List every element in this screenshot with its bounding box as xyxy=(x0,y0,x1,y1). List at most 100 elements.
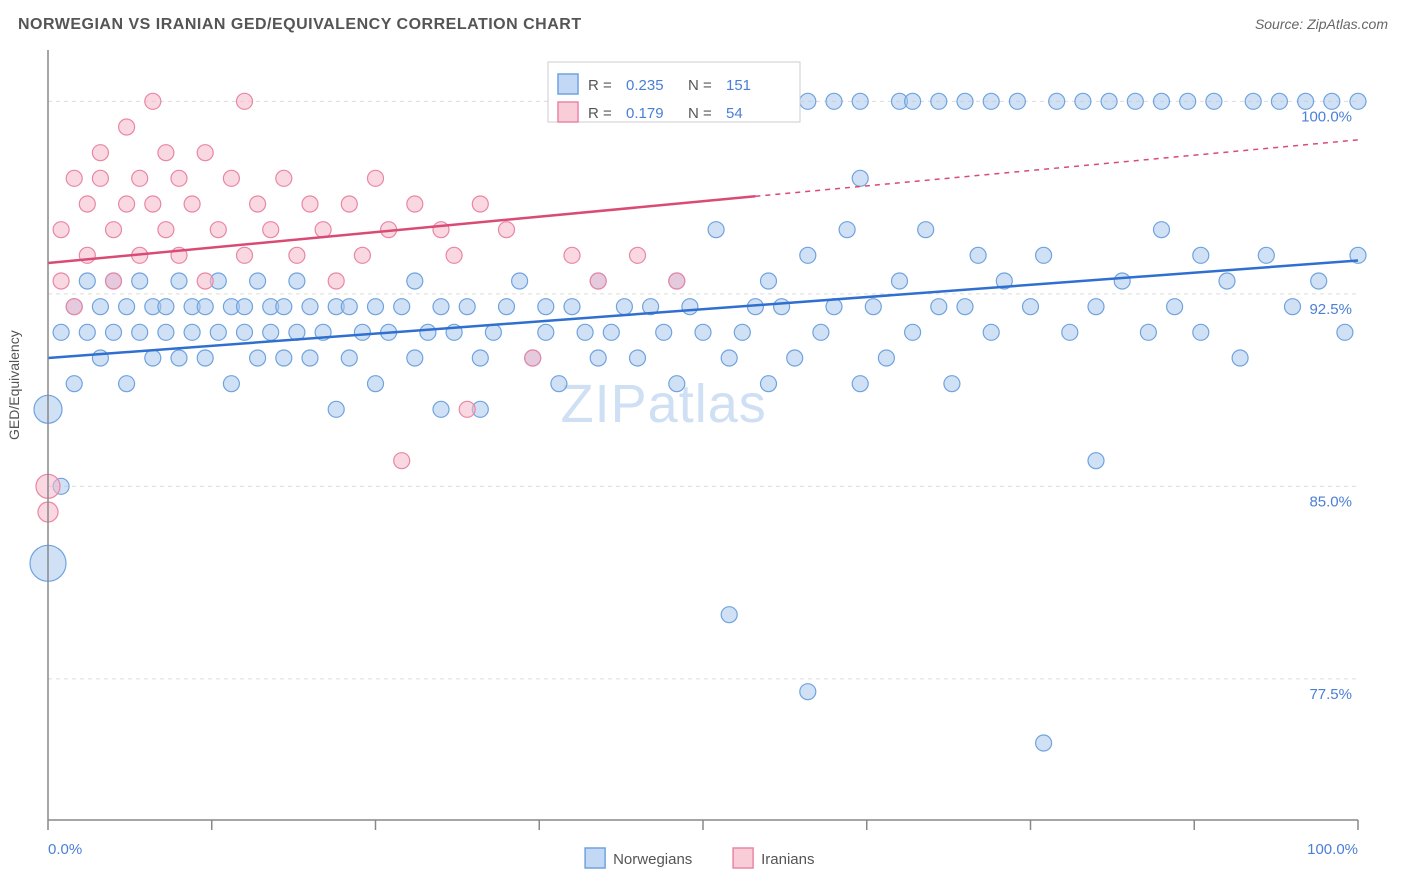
data-point xyxy=(892,273,908,289)
data-point xyxy=(1180,93,1196,109)
data-point xyxy=(1140,324,1156,340)
data-point xyxy=(250,273,266,289)
data-point xyxy=(171,350,187,366)
data-point xyxy=(1023,299,1039,315)
data-point xyxy=(800,93,816,109)
data-point xyxy=(931,299,947,315)
data-point xyxy=(145,350,161,366)
data-point xyxy=(66,376,82,392)
bottom-legend-label: Norwegians xyxy=(613,851,692,868)
data-point xyxy=(237,324,253,340)
data-point xyxy=(577,324,593,340)
data-point xyxy=(315,222,331,238)
data-point xyxy=(368,170,384,186)
legend-r-label: R = xyxy=(588,77,612,94)
y-tick-label: 100.0% xyxy=(1301,108,1352,125)
data-point xyxy=(695,324,711,340)
data-point xyxy=(878,350,894,366)
data-point xyxy=(800,247,816,263)
data-point xyxy=(1088,453,1104,469)
legend-r-label: R = xyxy=(588,105,612,122)
data-point xyxy=(407,273,423,289)
data-point xyxy=(656,324,672,340)
data-point xyxy=(106,324,122,340)
data-point xyxy=(1271,93,1287,109)
data-point xyxy=(354,324,370,340)
data-point xyxy=(171,273,187,289)
data-point xyxy=(1154,93,1170,109)
data-point xyxy=(603,324,619,340)
data-point xyxy=(407,350,423,366)
data-point xyxy=(1193,247,1209,263)
data-point xyxy=(368,376,384,392)
data-point xyxy=(158,299,174,315)
data-point xyxy=(1337,324,1353,340)
data-point xyxy=(106,273,122,289)
data-point xyxy=(682,299,698,315)
data-point xyxy=(1114,273,1130,289)
bottom-legend-label: Iranians xyxy=(761,851,814,868)
data-point xyxy=(944,376,960,392)
data-point xyxy=(184,324,200,340)
data-point xyxy=(1075,93,1091,109)
data-point xyxy=(263,222,279,238)
data-point xyxy=(708,222,724,238)
data-point xyxy=(145,196,161,212)
data-point xyxy=(106,222,122,238)
regression-line-extrapolated xyxy=(755,140,1358,196)
bottom-legend-swatch xyxy=(733,848,753,868)
legend-swatch xyxy=(558,74,578,94)
data-point xyxy=(826,93,842,109)
data-point xyxy=(237,247,253,263)
data-point xyxy=(197,299,213,315)
y-tick-label: 77.5% xyxy=(1309,686,1352,703)
data-point xyxy=(472,196,488,212)
y-tick-label: 85.0% xyxy=(1309,493,1352,510)
data-point xyxy=(905,324,921,340)
legend-r-value: 0.179 xyxy=(626,105,664,122)
data-point xyxy=(957,299,973,315)
data-point xyxy=(551,376,567,392)
data-point xyxy=(630,350,646,366)
data-point xyxy=(761,376,777,392)
data-point xyxy=(197,273,213,289)
data-point xyxy=(1311,273,1327,289)
data-point xyxy=(197,350,213,366)
data-point xyxy=(210,222,226,238)
data-point xyxy=(328,273,344,289)
data-point xyxy=(250,196,266,212)
data-point xyxy=(53,273,69,289)
data-point xyxy=(394,453,410,469)
data-point xyxy=(53,324,69,340)
data-point xyxy=(184,196,200,212)
data-point xyxy=(79,196,95,212)
data-point xyxy=(302,196,318,212)
data-point xyxy=(931,93,947,109)
data-point xyxy=(499,299,515,315)
data-point xyxy=(446,247,462,263)
data-point xyxy=(787,350,803,366)
data-point xyxy=(302,350,318,366)
data-point xyxy=(341,196,357,212)
data-point xyxy=(734,324,750,340)
x-tick-label: 100.0% xyxy=(1307,841,1358,858)
data-point xyxy=(590,273,606,289)
data-point xyxy=(289,273,305,289)
data-point xyxy=(158,324,174,340)
data-point xyxy=(276,170,292,186)
legend-r-value: 0.235 xyxy=(626,77,664,94)
data-point xyxy=(813,324,829,340)
data-point xyxy=(53,222,69,238)
bottom-legend-swatch xyxy=(585,848,605,868)
data-point xyxy=(132,273,148,289)
data-point xyxy=(616,299,632,315)
data-point xyxy=(341,350,357,366)
data-point xyxy=(132,170,148,186)
watermark: ZIPatlas xyxy=(561,374,767,434)
x-tick-label: 0.0% xyxy=(48,841,82,858)
data-point xyxy=(538,324,554,340)
data-point xyxy=(1101,93,1117,109)
data-point xyxy=(407,196,423,212)
data-point xyxy=(1049,93,1065,109)
data-point xyxy=(485,324,501,340)
